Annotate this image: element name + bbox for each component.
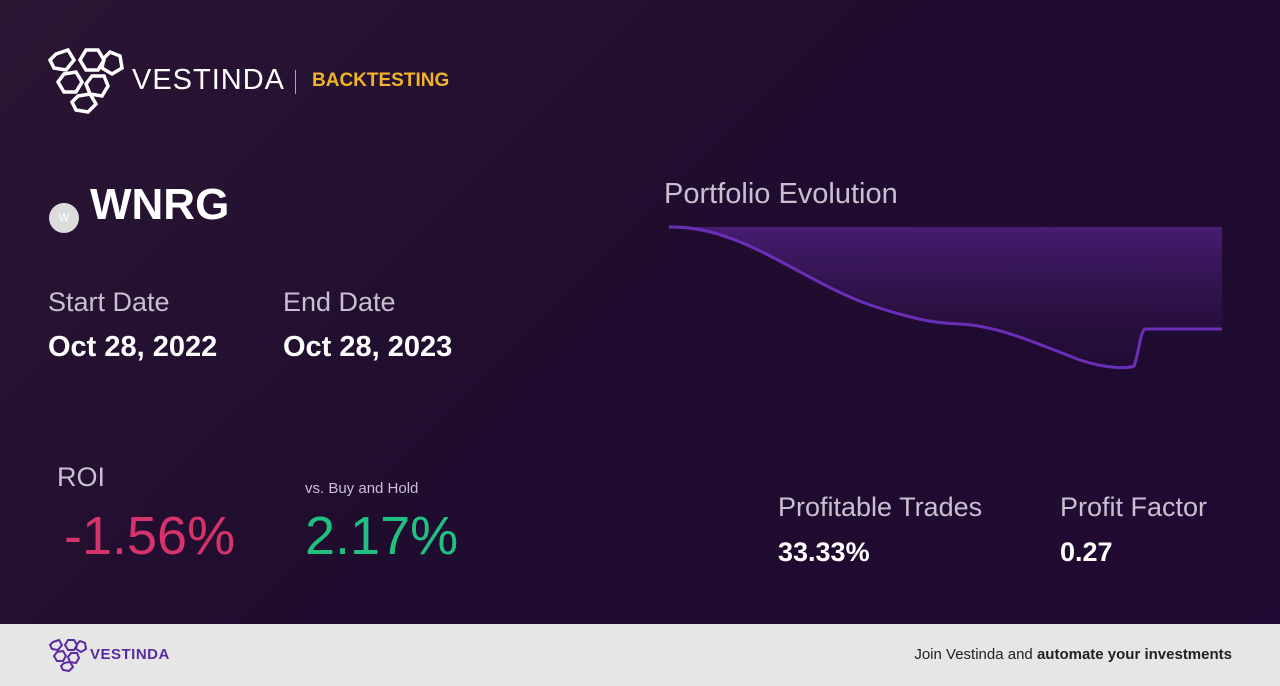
cta-text: Join Vestinda and xyxy=(914,646,1033,663)
asset-icon: W xyxy=(49,203,79,233)
bh-value: 2.17% xyxy=(305,506,459,566)
roi-value: -1.56% xyxy=(64,506,236,566)
pf-label: Profit Factor xyxy=(1060,492,1208,522)
footer-cta: Join Vestinda and automate your investme… xyxy=(914,646,1232,663)
bh-label: vs. Buy and Hold xyxy=(305,480,419,497)
footer-brand: VESTINDA xyxy=(90,646,170,663)
section-label: BACKTESTING xyxy=(312,70,450,91)
start-label: Start Date xyxy=(48,287,170,317)
cta-bold: automate your investments xyxy=(1036,646,1232,663)
roi-label: ROI xyxy=(57,462,106,492)
footer-logo xyxy=(48,638,88,672)
end-date: Oct 28, 2023 xyxy=(283,331,453,363)
chart-title: Portfolio Evolution xyxy=(664,178,898,210)
separator xyxy=(295,70,296,94)
ticker: WNRG xyxy=(90,180,230,229)
pf-value: 0.27 xyxy=(1060,537,1113,567)
brand: VESTINDA xyxy=(132,64,286,96)
start-date: Oct 28, 2022 xyxy=(48,331,218,363)
pt-label: Profitable Trades xyxy=(778,492,983,522)
sparkline-area xyxy=(669,226,1222,368)
footer xyxy=(0,624,1280,686)
logo xyxy=(47,47,124,114)
end-label: End Date xyxy=(283,287,396,317)
pt-value: 33.33% xyxy=(778,537,870,567)
sparkline-line xyxy=(668,225,1222,370)
